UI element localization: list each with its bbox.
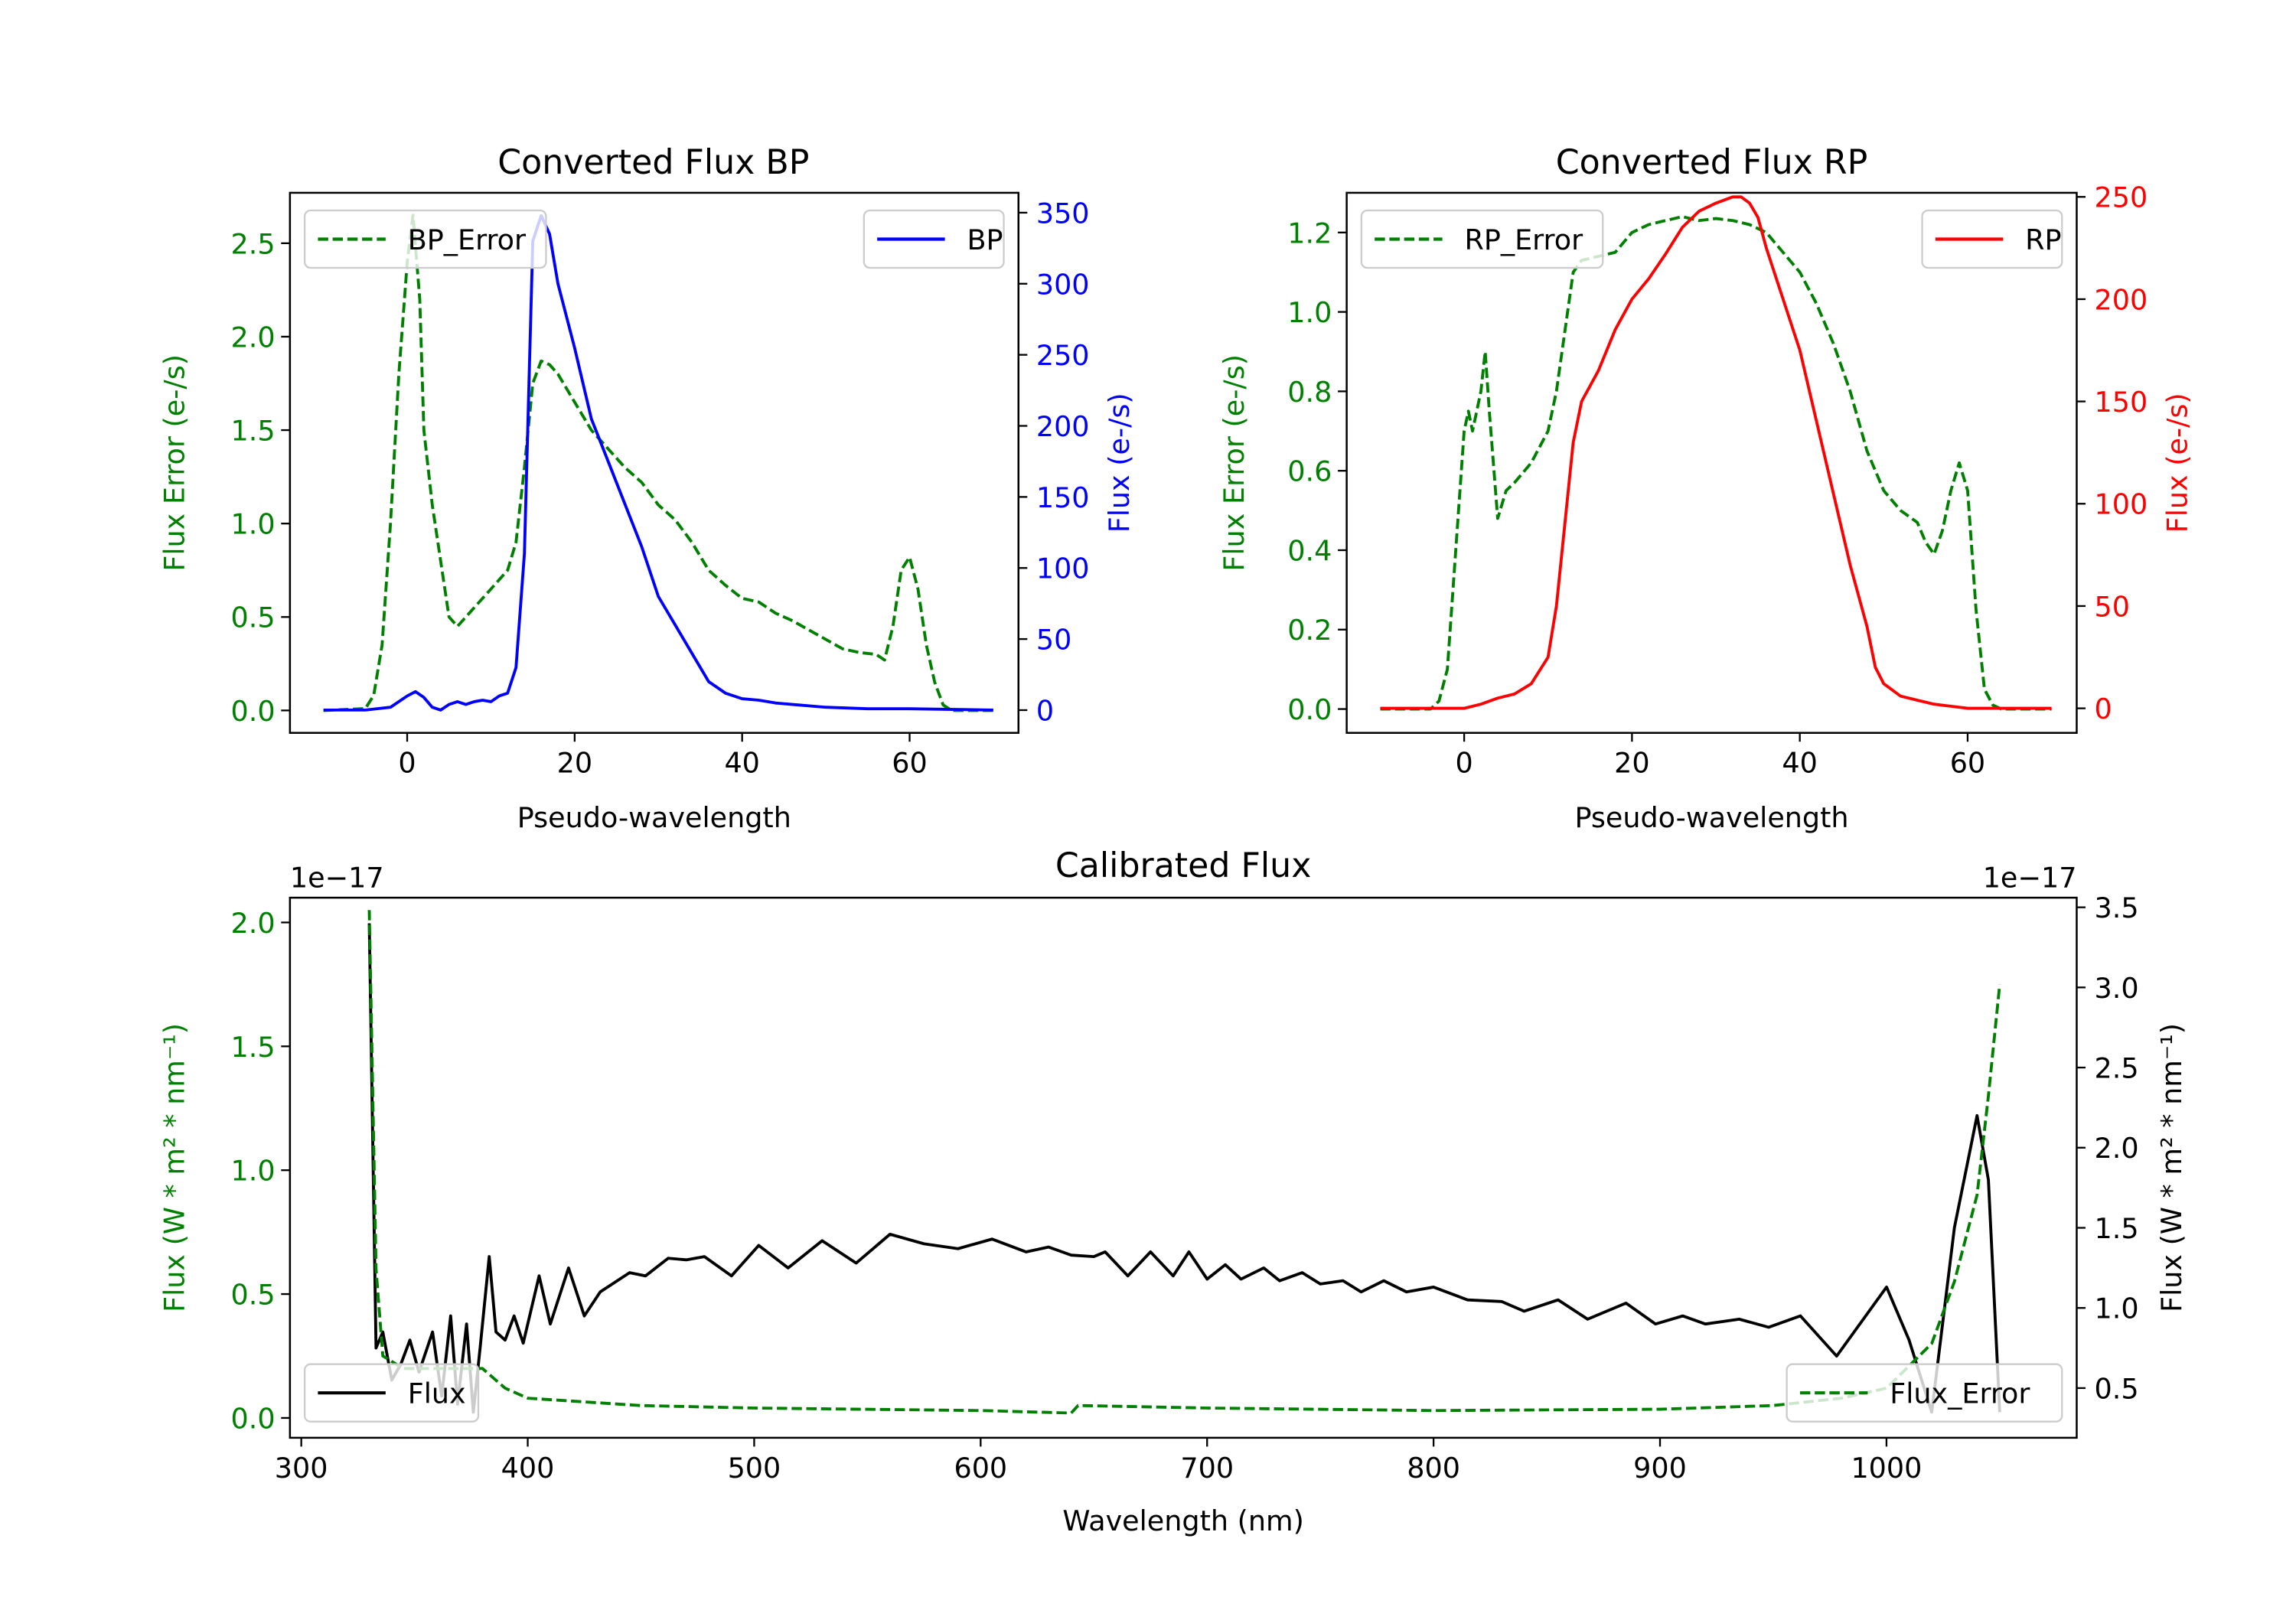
y-right-tick-label: 200 — [1036, 410, 1090, 443]
y-left-tick-label: 0.0 — [1287, 693, 1332, 726]
axes-frame — [289, 896, 2078, 1439]
y-right-axis-label: Flux (e-/s) — [2161, 393, 2194, 533]
x-tick-label: 40 — [1782, 747, 1817, 780]
series-line-flux — [367, 923, 2001, 1414]
x-tick-label: 60 — [892, 747, 927, 780]
chart-1: 0 20 40 60 0.0 0.2 0.4 0.6 0.8 1.0 1.2 0 50 100 150 200… — [1218, 143, 2194, 834]
y-right-tick-label: 3.0 — [2095, 972, 2139, 1005]
legend-bp: BP — [863, 209, 1005, 269]
x-tick-label: 600 — [954, 1452, 1007, 1485]
x-tick-label: 60 — [1950, 747, 1985, 780]
y-left-axis-label: Flux (W * m² * nm⁻¹) — [158, 1023, 191, 1312]
legend-box — [303, 1363, 480, 1423]
y-left-tick-label: 0.5 — [231, 1279, 276, 1312]
x-tick-label: 0 — [398, 747, 416, 780]
x-tick-label: 0 — [1455, 747, 1473, 780]
legend-bp-error: BP_Error — [303, 209, 547, 269]
legend-rp-error: RP_Error — [1360, 209, 1604, 269]
x-tick-label: 300 — [275, 1452, 328, 1485]
y-left-axis-label: Flux Error (e-/s) — [158, 354, 191, 572]
y-right-tick-label: 100 — [2095, 488, 2148, 521]
y-right-tick-label: 200 — [2095, 283, 2148, 316]
y-left-tick-label: 0.5 — [231, 601, 276, 634]
x-tick-label: 900 — [1633, 1452, 1687, 1485]
axes-frame — [1345, 191, 2078, 734]
legend-label: BP_Error — [408, 223, 527, 256]
legend-label: RP — [2025, 223, 2061, 256]
legend-box — [1786, 1363, 2063, 1423]
y-right-tick-label: 300 — [1036, 268, 1090, 301]
y-right-offset-label: 1e−17 — [1983, 862, 2077, 895]
y-right-tick-label: 2.5 — [2095, 1052, 2139, 1085]
y-left-tick-label: 0.6 — [1287, 455, 1332, 488]
chart-title: Calibrated Flux — [1055, 846, 1311, 885]
y-left-tick-label: 1.5 — [231, 1031, 276, 1064]
legend-box — [1360, 209, 1604, 269]
x-tick-label: 700 — [1180, 1452, 1234, 1485]
y-left-tick-label: 2.5 — [231, 227, 276, 260]
x-tick-label: 40 — [724, 747, 759, 780]
y-right-tick-label: 350 — [1036, 197, 1090, 230]
y-left-offset-label: 1e−17 — [290, 862, 384, 895]
series-line-rp — [1380, 195, 2052, 710]
y-left-tick-label: 1.0 — [231, 1155, 276, 1188]
y-left-tick-label: 1.0 — [1287, 296, 1332, 329]
legend-flux: Flux — [303, 1363, 480, 1423]
legend-label: BP — [967, 223, 1003, 256]
axes-frame — [289, 191, 1020, 734]
x-tick-label: 20 — [557, 747, 592, 780]
y-right-tick-label: 50 — [1036, 624, 1071, 657]
legend-label: RP_Error — [1464, 223, 1583, 256]
y-left-tick-label: 2.0 — [231, 321, 276, 354]
chart-2: 300 400 500 600 700 800 900 1000 0.0 0.5 1.0 1.5 2.0… — [158, 846, 2188, 1537]
y-left-tick-label: 0.8 — [1287, 376, 1332, 409]
legend-label: Flux — [408, 1377, 466, 1410]
series-line-bp-error — [323, 214, 993, 712]
x-axis-label: Pseudo-wavelength — [517, 801, 791, 834]
y-left-tick-label: 0.4 — [1287, 534, 1332, 567]
chart-title: Converted Flux BP — [497, 143, 809, 182]
y-right-tick-label: 250 — [1036, 339, 1090, 372]
legend-box — [303, 209, 547, 269]
x-tick-label: 1000 — [1851, 1452, 1922, 1485]
series-line-rp-error — [1380, 215, 2052, 711]
y-left-tick-label: 0.2 — [1287, 614, 1332, 647]
y-right-tick-label: 250 — [2095, 181, 2148, 214]
y-right-tick-label: 150 — [1036, 481, 1090, 514]
chart-title: Converted Flux RP — [1556, 143, 1868, 182]
y-right-axis-label: Flux (W * m² * nm⁻¹) — [2155, 1023, 2188, 1312]
y-right-tick-label: 0.5 — [2095, 1372, 2139, 1405]
y-left-tick-label: 0.0 — [231, 695, 276, 728]
y-right-tick-label: 3.5 — [2095, 892, 2139, 924]
y-right-tick-label: 1.5 — [2095, 1212, 2139, 1245]
y-right-axis-label: Flux (e-/s) — [1103, 393, 1136, 533]
y-left-tick-label: 1.5 — [231, 415, 276, 448]
x-tick-label: 20 — [1614, 747, 1649, 780]
x-axis-label: Pseudo-wavelength — [1574, 801, 1848, 834]
series-line-flux-error — [367, 910, 2001, 1415]
y-right-tick-label: 50 — [2095, 590, 2130, 623]
y-right-tick-label: 2.0 — [2095, 1132, 2139, 1165]
legend-flux-error: Flux_Error — [1786, 1363, 2063, 1423]
x-tick-label: 400 — [501, 1452, 555, 1485]
legend-rp: RP — [1921, 209, 2063, 269]
y-left-axis-label: Flux Error (e-/s) — [1218, 354, 1251, 572]
x-tick-label: 800 — [1407, 1452, 1460, 1485]
x-tick-label: 500 — [728, 1452, 781, 1485]
y-left-tick-label: 0.0 — [231, 1402, 276, 1435]
y-right-tick-label: 100 — [1036, 553, 1090, 585]
x-axis-label: Wavelength (nm) — [1062, 1504, 1303, 1537]
y-left-tick-label: 2.0 — [231, 907, 276, 940]
y-right-tick-label: 0 — [1036, 694, 1054, 727]
series-line-bp — [323, 214, 993, 712]
y-right-tick-label: 150 — [2095, 386, 2148, 419]
legend-label: Flux_Error — [1890, 1377, 2030, 1410]
chart-0: 0 20 40 60 0.0 0.5 1.0 1.5 2.0 2.5 0 50 100 150 200 250… — [158, 143, 1136, 834]
y-left-tick-label: 1.2 — [1287, 217, 1332, 249]
y-left-tick-label: 1.0 — [231, 508, 276, 541]
y-right-tick-label: 0 — [2095, 693, 2112, 725]
y-right-tick-label: 1.0 — [2095, 1292, 2139, 1325]
